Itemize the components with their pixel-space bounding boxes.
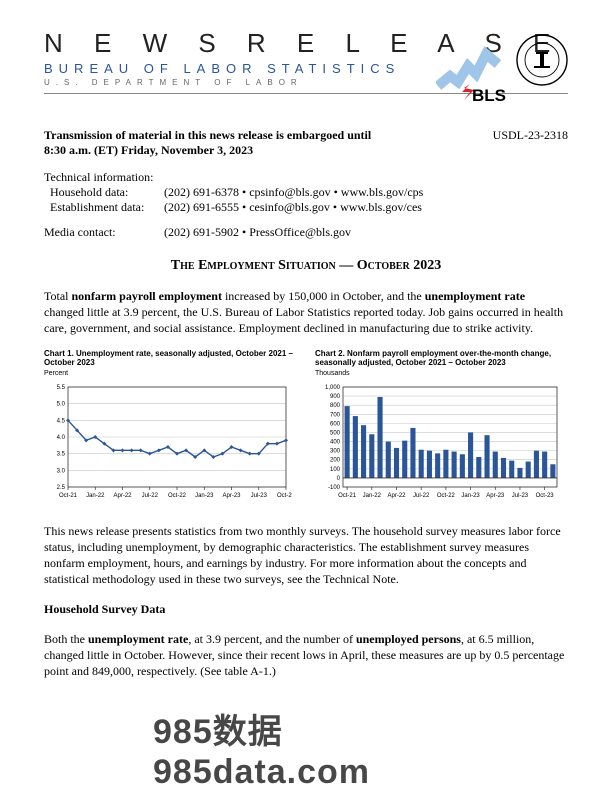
svg-text:4.5: 4.5 xyxy=(57,418,66,424)
svg-text:Oct-23: Oct-23 xyxy=(536,493,555,499)
svg-text:400: 400 xyxy=(330,439,341,445)
svg-text:Jul-22: Jul-22 xyxy=(142,493,159,499)
bls-logo-icon: BLS xyxy=(436,38,510,108)
svg-text:200: 200 xyxy=(330,457,341,463)
summary-paragraph: Total nonfarm payroll employment increas… xyxy=(44,288,568,337)
charts-row: Chart 1. Unemployment rate, seasonally a… xyxy=(44,349,568,509)
header: N E W S R E L E A S E BUREAU OF LABOR ST… xyxy=(44,28,568,110)
svg-text:Apr-23: Apr-23 xyxy=(486,493,505,499)
summary-post: changed little at 3.9 percent, the U.S. … xyxy=(44,305,563,335)
svg-text:Jan-23: Jan-23 xyxy=(461,493,480,499)
svg-text:5.5: 5.5 xyxy=(57,385,66,391)
watermark: 985数据 985data.com xyxy=(153,704,459,792)
svg-text:Oct-23: Oct-23 xyxy=(277,493,292,499)
p3-b1: unemployment rate xyxy=(88,632,188,646)
svg-text:Jan-22: Jan-22 xyxy=(86,493,105,499)
svg-text:600: 600 xyxy=(330,421,341,427)
svg-text:Oct-21: Oct-21 xyxy=(59,493,78,499)
summary-text: Total xyxy=(44,289,72,303)
chart1-container: Chart 1. Unemployment rate, seasonally a… xyxy=(44,349,297,509)
embargo-text: Transmission of material in this news re… xyxy=(44,128,371,158)
embargo-line1: Transmission of material in this news re… xyxy=(44,128,371,142)
household-label: Household data: xyxy=(44,185,164,200)
establishment-value: (202) 691-6555 • cesinfo@bls.gov • www.b… xyxy=(164,200,422,215)
svg-text:5.0: 5.0 xyxy=(57,401,66,407)
svg-text:Oct-22: Oct-22 xyxy=(168,493,187,499)
p3-pre: Both the xyxy=(44,632,88,646)
chart2-svg: -100 0 100 200 300 400 500 600 700 800 900 1,000 Oct… xyxy=(315,379,563,509)
svg-text:Jan-23: Jan-23 xyxy=(195,493,214,499)
svg-text:500: 500 xyxy=(330,430,341,436)
svg-text:Jul-22: Jul-22 xyxy=(413,493,430,499)
svg-text:900: 900 xyxy=(330,394,341,400)
establishment-label: Establishment data: xyxy=(44,200,164,215)
dol-seal-icon xyxy=(516,34,568,86)
document-title: The Employment Situation — October 2023 xyxy=(44,258,568,274)
svg-text:Apr-22: Apr-22 xyxy=(387,493,406,499)
svg-text:0: 0 xyxy=(337,476,341,482)
embargo-line2: 8:30 a.m. (ET) Friday, November 3, 2023 xyxy=(44,143,253,157)
svg-text:4.0: 4.0 xyxy=(57,435,66,441)
household-paragraph: Both the unemployment rate, at 3.9 perce… xyxy=(44,631,568,680)
p3-b2: unemployed persons xyxy=(356,632,461,646)
svg-text:700: 700 xyxy=(330,412,341,418)
svg-text:Jul-23: Jul-23 xyxy=(512,493,529,499)
svg-text:2.5: 2.5 xyxy=(57,485,66,491)
svg-text:300: 300 xyxy=(330,448,341,454)
methodology-paragraph: This news release presents statistics fr… xyxy=(44,523,568,588)
media-label: Media contact: xyxy=(44,225,164,240)
media-value: (202) 691-5902 • PressOffice@bls.gov xyxy=(164,225,351,240)
household-survey-heading: Household Survey Data xyxy=(44,602,568,617)
svg-text:100: 100 xyxy=(330,467,341,473)
chart1-title: Chart 1. Unemployment rate, seasonally a… xyxy=(44,349,297,368)
media-row: Media contact: (202) 691-5902 • PressOff… xyxy=(44,225,568,240)
technical-heading: Technical information: xyxy=(44,170,568,185)
embargo-block: Transmission of material in this news re… xyxy=(44,128,568,158)
chart2-container: Chart 2. Nonfarm payroll employment over… xyxy=(315,349,568,509)
technical-info: Technical information: Household data: (… xyxy=(44,170,568,240)
chart2-title: Chart 2. Nonfarm payroll employment over… xyxy=(315,349,568,368)
summary-mid: increased by 150,000 in October, and the xyxy=(222,289,425,303)
svg-text:-100: -100 xyxy=(328,485,341,491)
svg-text:Apr-22: Apr-22 xyxy=(113,493,132,499)
summary-bold2: unemployment rate xyxy=(425,289,525,303)
page: N E W S R E L E A S E BUREAU OF LABOR ST… xyxy=(0,0,612,679)
establishment-row: Establishment data: (202) 691-6555 • ces… xyxy=(44,200,568,215)
svg-text:Oct-22: Oct-22 xyxy=(437,493,456,499)
svg-text:3.0: 3.0 xyxy=(57,468,66,474)
svg-text:Jan-22: Jan-22 xyxy=(363,493,382,499)
chart2-unit: Thousands xyxy=(315,370,568,377)
p3-mid: , at 3.9 percent, and the number of xyxy=(188,632,356,646)
svg-text:Apr-23: Apr-23 xyxy=(222,493,241,499)
svg-text:Oct-21: Oct-21 xyxy=(338,493,357,499)
doc-id: USDL-23-2318 xyxy=(493,128,568,158)
svg-text:800: 800 xyxy=(330,403,341,409)
svg-text:1,000: 1,000 xyxy=(325,385,341,391)
household-value: (202) 691-6378 • cpsinfo@bls.gov • www.b… xyxy=(164,185,423,200)
svg-text:BLS: BLS xyxy=(472,86,506,105)
svg-text:3.5: 3.5 xyxy=(57,451,66,457)
chart1-unit: Percent xyxy=(44,370,297,377)
summary-bold1: nonfarm payroll employment xyxy=(72,289,222,303)
svg-text:Jul-23: Jul-23 xyxy=(251,493,268,499)
household-row: Household data: (202) 691-6378 • cpsinfo… xyxy=(44,185,568,200)
chart1-svg: 2.5 3.0 3.5 4.0 4.5 5.0 5.5 Oct-21 Jan-22 Apr-22 J… xyxy=(44,379,292,509)
